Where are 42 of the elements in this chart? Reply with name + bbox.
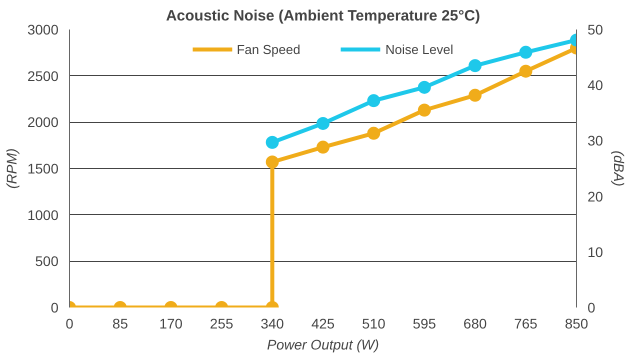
point xyxy=(266,156,279,168)
y-tick-label: 0 xyxy=(50,300,59,316)
y-tick-label: 1000 xyxy=(27,206,59,223)
x-tick-label: 850 xyxy=(564,316,588,332)
y-tick-label: 3000 xyxy=(27,22,59,38)
legend-label: Fan Speed xyxy=(236,42,300,56)
y2-tick-label: 50 xyxy=(588,22,604,38)
y2-tick-label: 0 xyxy=(588,300,596,316)
point xyxy=(316,116,330,130)
point xyxy=(519,46,532,59)
y2-tick-label: 20 xyxy=(588,188,604,204)
chart-title: Acoustic Noise (Ambient Temperature 25°C) xyxy=(166,8,480,24)
y-axis-title: (RPM) xyxy=(3,148,20,189)
x-tick-label: 425 xyxy=(311,316,335,332)
x-axis-title: Power Output (W) xyxy=(266,336,380,352)
x-tick-label: 680 xyxy=(463,316,487,332)
x-tick-label: 595 xyxy=(412,316,436,332)
y-tick-label: 2500 xyxy=(27,68,59,84)
x-tick-label: 340 xyxy=(260,316,284,332)
x-tick-label: 85 xyxy=(112,316,128,332)
point xyxy=(367,94,380,108)
y2-axis-title: (dBA) xyxy=(611,150,628,186)
y2-tick-label: 10 xyxy=(588,244,604,260)
point xyxy=(519,64,532,78)
x-tick-label: 255 xyxy=(210,316,234,332)
x-tick-label: 510 xyxy=(362,316,386,332)
point xyxy=(468,59,482,72)
point xyxy=(418,80,431,94)
x-tick-label: 170 xyxy=(159,316,183,332)
legend-label: Noise Level xyxy=(385,42,454,56)
point xyxy=(316,140,330,154)
point xyxy=(367,126,380,140)
y2-tick-label: 30 xyxy=(588,132,604,149)
y-tick-label: 500 xyxy=(35,253,59,270)
y2-tick-label: 40 xyxy=(588,77,604,94)
point xyxy=(266,136,279,149)
x-tick-label: 765 xyxy=(514,316,538,332)
y-tick-label: 1500 xyxy=(27,160,59,176)
point xyxy=(468,88,482,102)
x-tick-label: 0 xyxy=(66,316,74,332)
point xyxy=(418,104,431,117)
y-tick-label: 2000 xyxy=(27,114,59,130)
